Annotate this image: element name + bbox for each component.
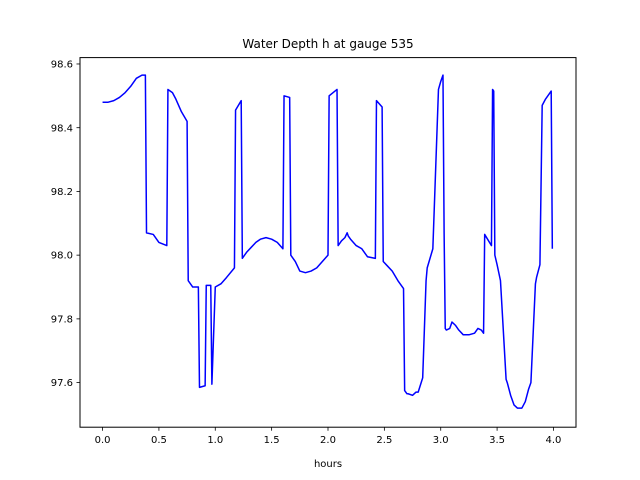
series-layer	[102, 74, 554, 409]
x-tick-label: 3.5	[489, 435, 505, 446]
x-tick-label: 4.0	[546, 435, 562, 446]
y-tick-label: 98.0	[51, 251, 73, 262]
x-tick-label: 0.0	[95, 435, 111, 446]
y-axis-ticks: 97.6 97.8 98.0 98.2 98.4 98.6	[51, 60, 80, 389]
chart-title: Water Depth h at gauge 535	[242, 37, 413, 51]
series-line-0	[102, 74, 554, 409]
x-tick-label: 0.5	[151, 435, 167, 446]
x-tick-label: 3.0	[433, 435, 449, 446]
y-tick-label: 98.2	[51, 187, 73, 198]
x-tick-label: 2.0	[320, 435, 336, 446]
y-tick-label: 97.8	[51, 314, 73, 325]
x-tick-label: 2.5	[376, 435, 392, 446]
y-tick-label: 98.6	[51, 60, 73, 71]
x-axis-label: hours	[314, 459, 342, 470]
x-tick-label: 1.5	[264, 435, 280, 446]
x-axis-ticks: 0.0 0.5 1.0 1.5 2.0 2.5 3.0 3.5 4.0	[95, 427, 562, 446]
y-tick-label: 98.4	[51, 123, 73, 134]
y-tick-label: 97.6	[51, 378, 73, 389]
x-tick-label: 1.0	[207, 435, 223, 446]
